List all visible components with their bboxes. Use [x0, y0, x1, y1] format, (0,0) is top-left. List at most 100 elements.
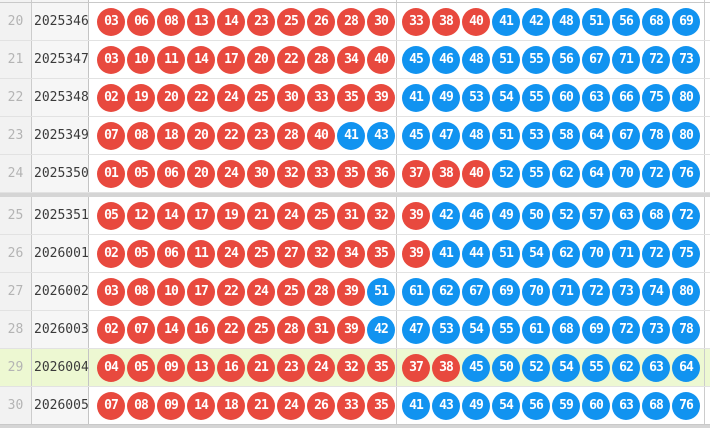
red-ball: 22 [217, 277, 245, 306]
red-ball: 05 [127, 159, 155, 188]
red-ball: 06 [127, 7, 155, 36]
blue-ball: 60 [552, 83, 580, 112]
red-ball: 24 [307, 353, 335, 382]
red-ball: 21 [247, 391, 275, 420]
blue-ball: 49 [432, 83, 460, 112]
red-ball: 27 [277, 239, 305, 268]
red-ball: 32 [307, 239, 335, 268]
red-ball: 13 [187, 7, 215, 36]
ball-group-left: 07 08 09 14 18 21 24 26 33 35 [89, 387, 397, 424]
red-ball: 34 [337, 239, 365, 268]
blue-ball: 51 [367, 277, 395, 306]
red-ball: 03 [97, 45, 125, 74]
red-ball: 17 [187, 201, 215, 230]
row-number: 23 [0, 117, 32, 154]
blue-ball: 67 [582, 45, 610, 74]
red-ball: 40 [307, 121, 335, 150]
blue-ball: 67 [612, 121, 640, 150]
red-ball: 18 [157, 121, 185, 150]
blue-ball: 69 [672, 7, 700, 36]
draw-row[interactable]: 20 2025346 03 06 08 13 14 23 25 26 28 30 33 38 40 41 42 4… [0, 3, 710, 41]
draw-row[interactable]: 25 2025351 05 12 14 17 19 21 24 25 31 32 39 42 46 49 50 5… [0, 197, 710, 235]
red-ball: 36 [367, 159, 395, 188]
blue-ball: 68 [642, 7, 670, 36]
blue-ball: 64 [672, 353, 700, 382]
red-ball: 38 [432, 353, 460, 382]
red-ball: 08 [127, 391, 155, 420]
blue-ball: 72 [642, 239, 670, 268]
red-ball: 25 [307, 201, 335, 230]
red-ball: 35 [337, 83, 365, 112]
red-ball: 34 [337, 45, 365, 74]
blue-ball: 55 [582, 353, 610, 382]
blue-ball: 48 [462, 45, 490, 74]
draw-period: 2026002 [32, 273, 89, 310]
red-ball: 07 [97, 391, 125, 420]
red-ball: 02 [97, 315, 125, 344]
red-ball: 11 [187, 239, 215, 268]
ball-group-left: 04 05 09 13 16 21 23 24 32 35 [89, 349, 397, 386]
draw-row[interactable]: 30 2026005 07 08 09 14 18 21 24 26 33 35 41 43 49 54 56 5… [0, 387, 710, 425]
blue-ball: 45 [402, 121, 430, 150]
draw-row[interactable]: 21 2025347 03 10 11 14 17 20 22 28 34 40 45 46 48 51 55 5… [0, 41, 710, 79]
blue-ball: 51 [492, 121, 520, 150]
red-ball: 38 [432, 7, 460, 36]
red-ball: 21 [247, 201, 275, 230]
ball-group-left: 02 07 14 16 22 25 28 31 39 42 [89, 311, 397, 348]
blue-ball: 50 [492, 353, 520, 382]
blue-ball: 49 [492, 201, 520, 230]
red-ball: 33 [307, 83, 335, 112]
draw-row[interactable]: 27 2026002 03 08 10 17 22 24 25 28 39 51 61 62 67 69 70 7… [0, 273, 710, 311]
red-ball: 19 [217, 201, 245, 230]
blue-ball: 41 [337, 121, 365, 150]
red-ball: 20 [187, 159, 215, 188]
row-number: 21 [0, 41, 32, 78]
ball-group-left: 05 12 14 17 19 21 24 25 31 32 [89, 197, 397, 234]
blue-ball: 62 [552, 239, 580, 268]
red-ball: 03 [97, 277, 125, 306]
red-ball: 39 [337, 315, 365, 344]
blue-ball: 70 [522, 277, 550, 306]
red-ball: 24 [247, 277, 275, 306]
red-ball: 26 [307, 7, 335, 36]
red-ball: 02 [97, 239, 125, 268]
red-ball: 14 [217, 7, 245, 36]
blue-ball: 52 [552, 201, 580, 230]
blue-ball: 54 [522, 239, 550, 268]
red-ball: 06 [157, 159, 185, 188]
index-column-sliver [0, 0, 32, 2]
draw-row[interactable]: 24 2025350 01 05 06 20 24 30 32 33 35 36 37 38 40 52 55 6… [0, 155, 710, 193]
blue-ball: 61 [402, 277, 430, 306]
draw-row[interactable]: 26 2026001 02 05 06 11 24 25 27 32 34 35 39 41 44 51 54 6… [0, 235, 710, 273]
blue-ball: 58 [552, 121, 580, 150]
blue-ball: 62 [432, 277, 460, 306]
blue-ball: 78 [642, 121, 670, 150]
red-ball: 24 [277, 201, 305, 230]
red-ball: 22 [277, 45, 305, 74]
draw-row[interactable]: 23 2025349 07 08 18 20 22 23 28 40 41 43 45 47 48 51 53 5… [0, 117, 710, 155]
blue-ball: 61 [522, 315, 550, 344]
blue-ball: 62 [612, 353, 640, 382]
blue-ball: 42 [432, 201, 460, 230]
red-ball: 16 [187, 315, 215, 344]
red-ball: 33 [337, 391, 365, 420]
red-ball: 22 [187, 83, 215, 112]
draw-row-highlighted[interactable]: 29 2026004 04 05 09 13 16 21 23 24 32 35 37 38 45 50 52 5… [0, 349, 710, 387]
ball-group-right: 47 53 54 55 61 68 69 72 73 78 [397, 311, 705, 348]
ball-group-left: 03 08 10 17 22 24 25 28 39 51 [89, 273, 397, 310]
red-ball: 39 [337, 277, 365, 306]
blue-ball: 41 [432, 239, 460, 268]
red-ball: 37 [402, 159, 430, 188]
blue-ball: 51 [582, 7, 610, 36]
draw-row[interactable]: 22 2025348 02 19 20 22 24 25 30 33 35 39 41 49 53 54 55 6… [0, 79, 710, 117]
period-column-sliver [32, 0, 89, 2]
red-ball: 28 [337, 7, 365, 36]
ball-group-right: 41 43 49 54 56 59 60 63 68 76 [397, 387, 705, 424]
draw-row[interactable]: 28 2026003 02 07 14 16 22 25 28 31 39 42 47 53 54 55 61 6… [0, 311, 710, 349]
red-ball: 24 [277, 391, 305, 420]
blue-ball: 68 [642, 391, 670, 420]
red-ball: 31 [307, 315, 335, 344]
red-ball: 30 [367, 7, 395, 36]
row-number: 27 [0, 273, 32, 310]
red-ball: 30 [277, 83, 305, 112]
